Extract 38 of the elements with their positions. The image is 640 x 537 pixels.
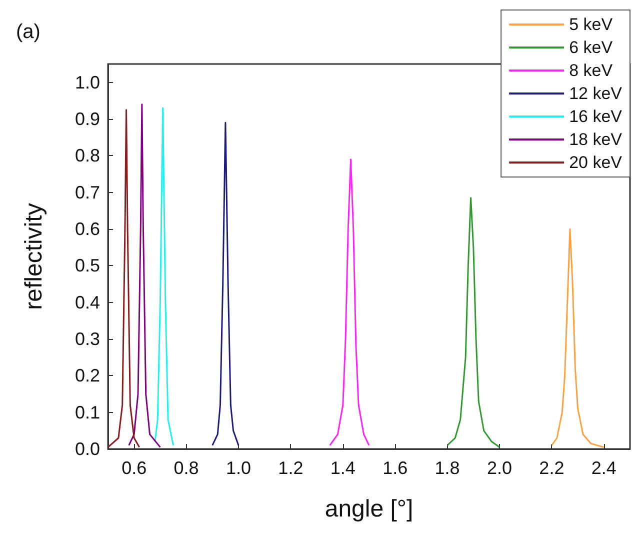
x-tick-label: 2.0 — [486, 458, 512, 478]
legend-label: 20 keV — [569, 153, 623, 172]
x-tick-label: 1.8 — [434, 458, 460, 478]
x-tick-label: 0.8 — [174, 458, 199, 478]
line-series — [107, 109, 140, 448]
x-tick-label: 1.4 — [330, 458, 356, 478]
y-tick-label: 0.5 — [74, 256, 100, 276]
y-tick-label: 0.8 — [74, 146, 100, 166]
line-series — [446, 197, 500, 448]
y-axis-title: reflectivity — [20, 203, 48, 310]
legend-label: 16 keV — [569, 107, 623, 126]
y-tick-label: 0.3 — [74, 329, 100, 349]
line-series — [329, 158, 370, 446]
y-tick-label: 1.0 — [74, 72, 100, 92]
legend-label: 5 keV — [569, 15, 614, 34]
x-tick-label: 1.6 — [382, 458, 408, 478]
text: (a) — [16, 21, 40, 43]
x-tick-label: 0.6 — [122, 458, 147, 478]
x-tick-label: 1.2 — [278, 458, 304, 478]
x-axis-title: angle [°] — [324, 496, 414, 522]
line-series — [212, 122, 240, 446]
y-tick-label: 0.2 — [74, 366, 100, 386]
y-tick-label: 0.4 — [74, 292, 100, 312]
x-tick-label: 2.2 — [539, 458, 564, 478]
y-tick-label: 0.0 — [74, 439, 100, 459]
y-tick-label: 0.1 — [74, 402, 100, 422]
y-tick-label: 0.9 — [74, 109, 100, 129]
x-tick-label: 2.4 — [591, 458, 616, 478]
x-tick-label: 1.0 — [226, 458, 252, 478]
legend-label: 12 keV — [569, 84, 623, 103]
line-series — [154, 107, 174, 446]
legend-label: 6 keV — [569, 38, 614, 57]
legend-label: 8 keV — [569, 61, 614, 80]
y-tick-label: 0.6 — [74, 219, 100, 239]
y-tick-label: 0.7 — [74, 182, 100, 202]
line-series — [550, 228, 605, 448]
legend-label: 18 keV — [569, 130, 623, 149]
line-series — [128, 104, 161, 448]
